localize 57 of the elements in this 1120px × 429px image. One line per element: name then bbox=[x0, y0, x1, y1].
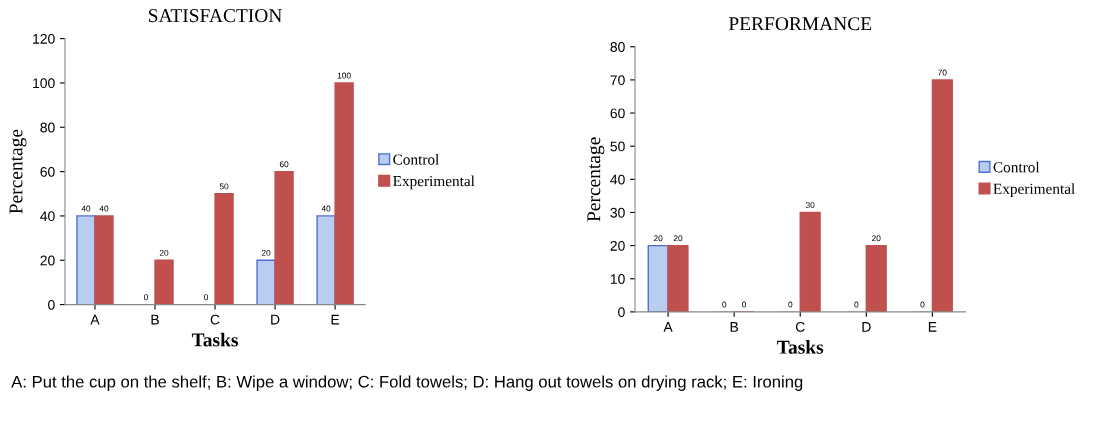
y-tick-label: 10 bbox=[610, 274, 625, 284]
x-tick-label: B bbox=[730, 322, 739, 332]
data-label: 20 bbox=[673, 235, 683, 242]
y-tick-label: 60 bbox=[40, 166, 55, 177]
legend-label: Control bbox=[393, 153, 439, 165]
data-label: 20 bbox=[159, 249, 169, 256]
data-label: 0 bbox=[854, 301, 859, 308]
y-tick-label: 70 bbox=[610, 75, 625, 86]
data-label: 40 bbox=[321, 205, 331, 212]
x-tick-label: A bbox=[90, 314, 100, 325]
data-label: 20 bbox=[653, 235, 663, 242]
data-label: 40 bbox=[99, 205, 109, 212]
y-tick-label: 120 bbox=[33, 33, 55, 44]
x-tick-label: D bbox=[271, 314, 280, 325]
x-tick-label: C bbox=[795, 321, 805, 332]
y-tick-label: 40 bbox=[610, 174, 625, 185]
data-label: 0 bbox=[742, 301, 747, 308]
data-label: 20 bbox=[261, 249, 271, 256]
x-tick-label: A bbox=[663, 322, 673, 332]
y-tick-label: 30 bbox=[610, 207, 625, 218]
x-tick-label: E bbox=[331, 314, 340, 325]
chart-title: SATISFACTION bbox=[149, 9, 282, 23]
data-label: 0 bbox=[144, 294, 148, 301]
data-label: 0 bbox=[788, 301, 793, 308]
x-axis-title: Tasks bbox=[777, 340, 824, 354]
x-tick-label: E bbox=[928, 322, 937, 332]
x-axis-title: Tasks bbox=[191, 332, 238, 347]
x-tick-label: D bbox=[862, 322, 871, 332]
y-tick-label: 20 bbox=[40, 255, 55, 266]
legend-label: Experimental bbox=[993, 183, 1075, 198]
y-tick-label: 80 bbox=[610, 42, 625, 52]
legend-label: Experimental bbox=[393, 175, 475, 190]
y-tick-label: 60 bbox=[610, 108, 625, 119]
y-tick-label: 20 bbox=[610, 240, 625, 251]
data-label: 30 bbox=[805, 202, 815, 209]
data-label: 50 bbox=[219, 183, 229, 190]
data-label: 0 bbox=[722, 301, 727, 308]
y-tick-label: 100 bbox=[33, 78, 55, 89]
y-tick-label: 0 bbox=[48, 299, 55, 310]
data-label: 100 bbox=[337, 72, 351, 79]
data-label: 40 bbox=[81, 205, 91, 212]
x-tick-label: C bbox=[210, 314, 220, 325]
data-label: 20 bbox=[872, 235, 881, 242]
data-label: 0 bbox=[204, 294, 209, 301]
data-label: 0 bbox=[920, 301, 925, 308]
y-axis-title: Percentage bbox=[587, 137, 605, 222]
text: A: Put the cup on the shelf; B: Wipe a window; C: Fold towels; D: Hang out towels on drying rack; E: Ironing bbox=[11, 375, 803, 391]
legend-label: Control bbox=[993, 161, 1040, 173]
data-label: 60 bbox=[279, 161, 289, 168]
y-axis-title: Percentage bbox=[9, 129, 27, 214]
chart-title: PERFORMANCE bbox=[728, 17, 872, 31]
data-label: 70 bbox=[938, 69, 947, 76]
y-tick-label: 0 bbox=[618, 307, 625, 318]
y-tick-label: 40 bbox=[40, 211, 55, 222]
x-tick-label: B bbox=[151, 314, 159, 325]
y-tick-label: 80 bbox=[40, 122, 55, 133]
y-tick-label: 50 bbox=[610, 141, 625, 152]
